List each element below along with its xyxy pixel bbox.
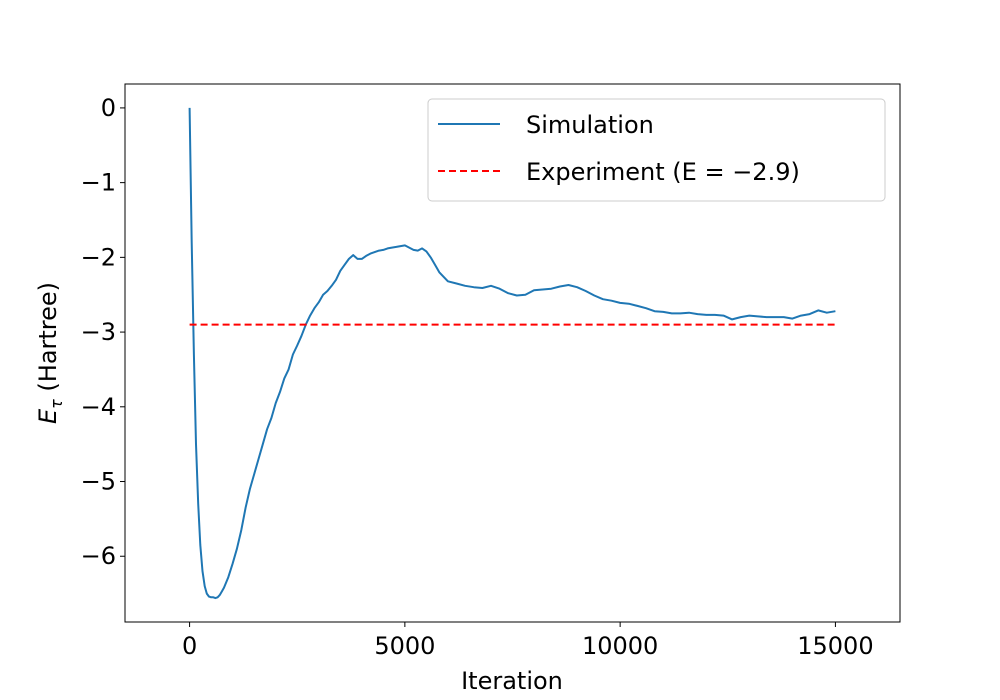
y-tick-label: −5 (81, 468, 116, 496)
x-tick-label: 0 (182, 632, 197, 660)
y-tick-label: −6 (81, 542, 116, 570)
y-tick-label: −1 (81, 169, 116, 197)
x-tick-label: 15000 (797, 632, 873, 660)
y-tick-label: −4 (81, 393, 116, 421)
legend-box (427, 98, 886, 202)
y-axis-title: Eτ (Hartree) (34, 282, 66, 424)
legend: Simulation Experiment (E = −2.9) (427, 98, 886, 202)
y-axis-title-main: E (34, 408, 62, 424)
x-tick-label: 5000 (374, 632, 435, 660)
x-axis-title: Iteration (461, 667, 563, 695)
x-axis: 0 5000 10000 15000 (182, 622, 874, 660)
legend-label-simulation: Simulation (526, 111, 654, 139)
series-layer (188, 107, 836, 600)
y-axis-title-subscript: τ (47, 399, 66, 409)
y-axis-title-rest: (Hartree) (34, 282, 62, 399)
y-axis: 0 −1 −2 −3 −4 −5 −6 (81, 94, 125, 570)
legend-label-experiment: Experiment (E = −2.9) (526, 158, 800, 186)
y-tick-label: −3 (81, 318, 116, 346)
y-tick-label: 0 (101, 94, 116, 122)
y-tick-label: −2 (81, 243, 116, 271)
series-line-simulation (188, 107, 836, 600)
x-tick-label: 10000 (582, 632, 658, 660)
